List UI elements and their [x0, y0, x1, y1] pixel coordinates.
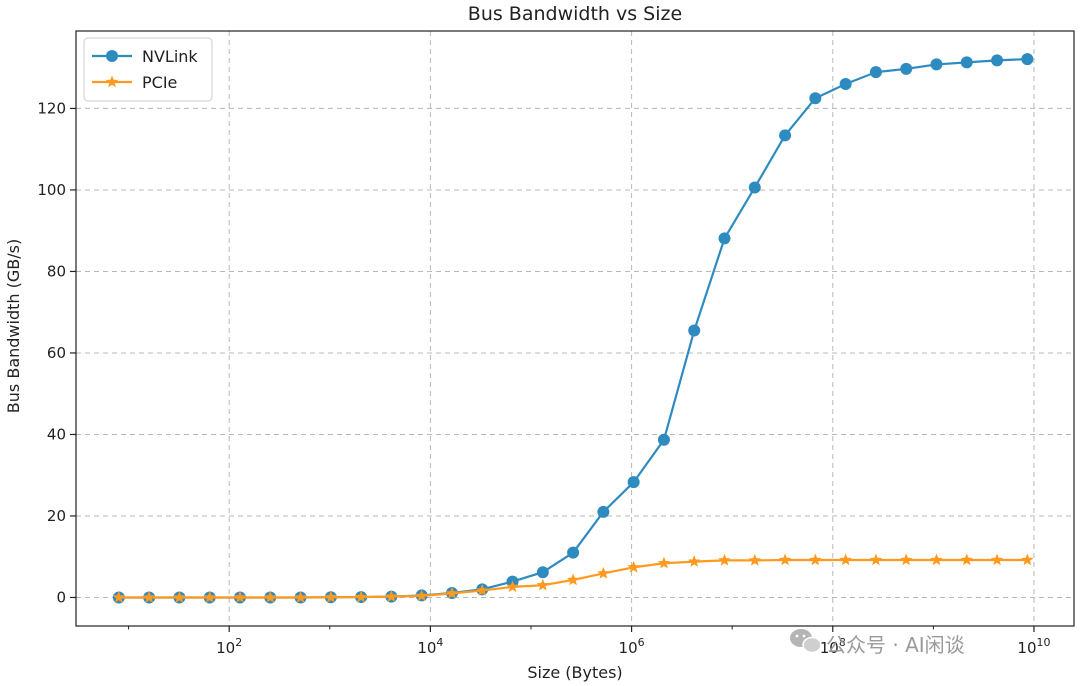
x-tick-label: 1010 — [1017, 636, 1050, 657]
y-tick-label: 80 — [47, 262, 66, 280]
data-point-pcie — [233, 590, 247, 603]
data-point-pcie — [385, 590, 398, 602]
data-point-pcie — [1021, 553, 1034, 566]
data-point-pcie — [960, 553, 973, 566]
data-point-pcie — [809, 553, 822, 566]
series-pcie — [112, 553, 1034, 603]
x-axis-label: Size (Bytes) — [527, 663, 622, 682]
x-tick-label: 102 — [216, 636, 242, 657]
data-point-pcie — [445, 586, 459, 599]
legend-marker — [105, 75, 119, 88]
data-point-pcie — [839, 553, 852, 566]
data-point-nvlink — [748, 181, 761, 194]
watermark-text: 公众号 · AI闲谈 — [826, 633, 965, 657]
y-tick-label: 100 — [37, 181, 66, 199]
data-point-pcie — [990, 553, 1004, 566]
x-tick-label: 108 — [820, 636, 846, 657]
chart-title: Bus Bandwidth vs Size — [468, 3, 682, 25]
data-point-nvlink — [567, 546, 580, 559]
data-point-nvlink — [718, 232, 731, 245]
data-point-nvlink — [930, 58, 943, 71]
data-point-nvlink — [627, 476, 640, 489]
data-point-pcie — [657, 556, 671, 569]
data-point-pcie — [900, 553, 913, 566]
data-point-pcie — [566, 573, 580, 586]
wechat-icon — [790, 629, 822, 654]
data-point-pcie — [506, 580, 519, 593]
y-tick-label: 60 — [47, 344, 66, 362]
y-tick-label: 120 — [37, 99, 66, 117]
x-tick-label: 106 — [619, 636, 645, 657]
legend-item-pcie: PCIe — [92, 73, 177, 92]
watermark: 公众号 · AI闲谈 — [790, 629, 965, 657]
data-point-nvlink — [536, 566, 549, 579]
data-point-nvlink — [597, 505, 610, 518]
legend-label: PCIe — [142, 73, 177, 92]
data-point-pcie — [294, 590, 307, 603]
data-point-pcie — [173, 590, 186, 603]
x-tick-label: 104 — [417, 636, 443, 657]
data-point-nvlink — [779, 129, 792, 142]
data-point-pcie — [536, 578, 549, 591]
data-point-nvlink — [688, 324, 701, 337]
legend-marker — [106, 50, 118, 62]
data-point-pcie — [597, 566, 610, 579]
data-point-pcie — [264, 590, 277, 603]
data-point-nvlink — [809, 92, 822, 105]
series-line-nvlink — [118, 58, 1028, 599]
data-point-pcie — [627, 560, 640, 573]
data-point-nvlink — [900, 62, 913, 75]
y-tick-label: 0 — [56, 588, 66, 606]
data-point-pcie — [778, 553, 792, 566]
data-point-pcie — [869, 553, 883, 566]
y-tick-label: 20 — [47, 507, 66, 525]
plot-frame — [75, 30, 1075, 627]
data-point-pcie — [112, 590, 126, 603]
data-point-pcie — [748, 553, 761, 566]
legend-item-nvlink: NVLink — [92, 47, 198, 66]
data-point-nvlink — [869, 66, 882, 79]
axes-layer: 0 20 40 60 80 100 120 102 104 106 108 1010 — [37, 30, 1075, 657]
data-point-nvlink — [1021, 53, 1034, 66]
data-point-pcie — [930, 553, 943, 566]
data-point-nvlink — [657, 433, 670, 446]
data-point-nvlink — [839, 77, 852, 90]
data-point-nvlink — [991, 54, 1004, 67]
data-point-pcie — [718, 553, 731, 566]
y-tick-label: 40 — [47, 425, 66, 443]
series-layer — [112, 53, 1034, 604]
y-axis-label: Bus Bandwidth (GB/s) — [4, 239, 23, 413]
data-point-nvlink — [960, 56, 973, 69]
series-nvlink — [112, 53, 1034, 604]
data-point-pcie — [354, 590, 368, 603]
grid-layer — [76, 31, 1074, 626]
data-point-pcie — [415, 589, 428, 602]
data-point-pcie — [142, 590, 156, 603]
data-point-pcie — [476, 584, 489, 596]
data-point-pcie — [324, 590, 338, 603]
data-point-pcie — [688, 555, 701, 567]
legend: NVLink PCIe — [83, 37, 213, 102]
data-point-pcie — [203, 590, 216, 603]
legend-label: NVLink — [142, 47, 198, 66]
